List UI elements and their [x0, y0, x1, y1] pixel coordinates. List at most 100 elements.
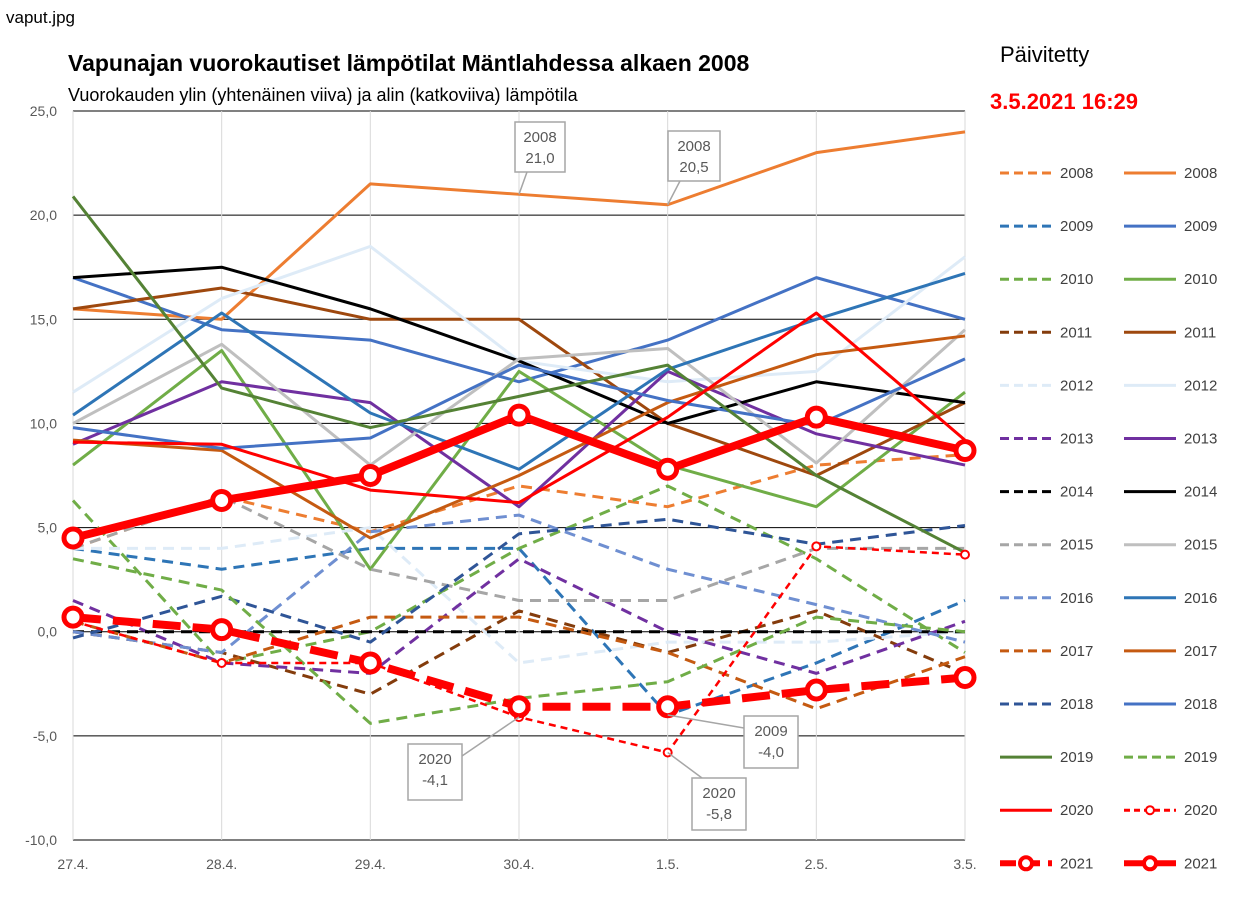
- chart-subtitle: Vuorokauden ylin (yhtenäinen viiva) ja a…: [68, 85, 578, 105]
- legend-label: 2017: [1060, 643, 1093, 660]
- legend-label: 2012: [1060, 377, 1093, 394]
- callout-label: 2020: [702, 785, 735, 802]
- legend-label: 2019: [1184, 749, 1217, 766]
- data-point-2021-min: [804, 678, 828, 702]
- callout-label: -4,0: [758, 744, 784, 761]
- callout: 2020 -4,1: [407, 716, 520, 801]
- series-line-2014-max: [72, 265, 966, 425]
- updated-timestamp: 3.5.2021 16:29: [990, 89, 1139, 114]
- y-tick-label: 25,0: [30, 103, 57, 119]
- legend-label: 2015: [1184, 537, 1217, 554]
- legend-label: 2013: [1184, 431, 1217, 448]
- x-tick-label: 28.4.: [206, 856, 237, 872]
- legend-marker: [1142, 855, 1158, 872]
- legend-label: 2018: [1184, 696, 1217, 713]
- x-tick-label: 30.4.: [503, 856, 534, 872]
- data-point-2020-min: [811, 541, 822, 552]
- legend-label: 2021: [1060, 855, 1093, 872]
- series-line-2010-max: [72, 349, 966, 571]
- series-line-2012-min: [73, 526, 966, 665]
- legend-label: 2014: [1184, 484, 1217, 501]
- y-tick-label: 20,0: [30, 207, 57, 223]
- chart-title: Vapunajan vuorokautiset lämpötilat Mäntl…: [68, 50, 750, 76]
- file-name: vaput.jpg: [6, 8, 75, 27]
- x-tick-label: 27.4.: [57, 856, 88, 872]
- data-point-2021-max: [507, 403, 531, 427]
- x-tick-label: 2.5.: [805, 856, 828, 872]
- updated-label: Päivitetty: [1000, 42, 1090, 67]
- legend-label: 2020: [1060, 802, 1093, 819]
- y-tick-label: 0,0: [38, 624, 58, 640]
- data-point-2021-max: [358, 464, 382, 487]
- callout: 2009 -4,0: [667, 714, 799, 769]
- data-point-2020-min: [216, 657, 227, 668]
- callout: 2008 20,5: [667, 130, 721, 206]
- callout-pointer: [667, 751, 703, 779]
- series-line-2019-min: [72, 557, 966, 725]
- series-line-2019-max: [71, 195, 966, 554]
- legend-label: 2015: [1060, 537, 1093, 554]
- legend-label: 2014: [1060, 484, 1093, 501]
- data-point-2021-max: [953, 439, 977, 463]
- callout: 2020 -5,8: [667, 751, 747, 831]
- legend-label: 2018: [1060, 696, 1093, 713]
- callout-pointer: [461, 716, 520, 757]
- callout-label: 20,5: [679, 159, 708, 176]
- legend-label: 2009: [1060, 218, 1093, 235]
- callout-box: [407, 743, 463, 801]
- legend-label: 2011: [1060, 324, 1092, 341]
- y-tick-label: 5,0: [38, 520, 58, 536]
- legend-label: 2016: [1060, 590, 1093, 607]
- legend-label: 2021: [1184, 855, 1217, 872]
- legend-marker: [1145, 805, 1155, 816]
- series-line-2009-max: [72, 276, 966, 384]
- callout-label: 2020: [418, 751, 451, 768]
- legend-label: 2020: [1184, 802, 1217, 819]
- callout-label: 2008: [677, 138, 710, 155]
- legend: 2008 2008 2009 2009 2010 2010 2011 2011 2012 2012…: [1000, 165, 1217, 872]
- callout-label: 2009: [754, 723, 787, 740]
- legend-label: 2016: [1184, 590, 1217, 607]
- x-tick-label: 1.5.: [656, 856, 679, 872]
- callout-pointer: [667, 714, 745, 729]
- data-point-2021-max: [804, 405, 828, 429]
- callout-box: [743, 715, 799, 769]
- data-point-2021-max: [210, 488, 234, 512]
- callout: 2008 21,0: [514, 121, 566, 195]
- data-point-2021-min: [656, 695, 680, 719]
- callout-box: [667, 130, 721, 182]
- series-line-2020-max: [72, 311, 966, 505]
- data-point-2020-min: [960, 549, 970, 560]
- callout-box: [514, 121, 566, 173]
- callout-label: 21,0: [525, 150, 554, 167]
- y-tick-label: -5,0: [33, 728, 57, 744]
- legend-marker: [1018, 855, 1034, 872]
- series-group: [61, 130, 977, 758]
- series-line-2013-max: [72, 369, 966, 509]
- data-point-2021-min: [358, 651, 382, 675]
- legend-label: 2010: [1060, 271, 1093, 288]
- x-tick-label: 29.4.: [355, 856, 386, 872]
- data-point-2021-min: [61, 605, 85, 629]
- series-line-2016-max: [72, 272, 966, 471]
- legend-label: 2008: [1184, 165, 1217, 182]
- legend-label: 2008: [1060, 165, 1093, 182]
- series-line-2015-max: [72, 328, 967, 467]
- callout-label: 2008: [523, 129, 556, 146]
- legend-label: 2010: [1184, 271, 1217, 288]
- callout-box: [691, 777, 747, 831]
- callout-pointer: [518, 171, 528, 195]
- data-point-2021-max: [656, 457, 680, 481]
- y-tick-label: 10,0: [30, 415, 57, 431]
- series-line-2013-min: [72, 557, 966, 675]
- legend-label: 2017: [1184, 643, 1217, 660]
- y-tick-label: -10,0: [25, 832, 57, 848]
- data-point-2021-max: [61, 526, 85, 550]
- legend-label: 2019: [1060, 749, 1093, 766]
- legend-label: 2009: [1184, 218, 1217, 235]
- x-tick-label: 3.5.: [953, 856, 976, 872]
- legend-label: 2011: [1184, 324, 1216, 341]
- data-point-2021-min: [210, 618, 234, 642]
- callout-label: -5,8: [706, 806, 732, 823]
